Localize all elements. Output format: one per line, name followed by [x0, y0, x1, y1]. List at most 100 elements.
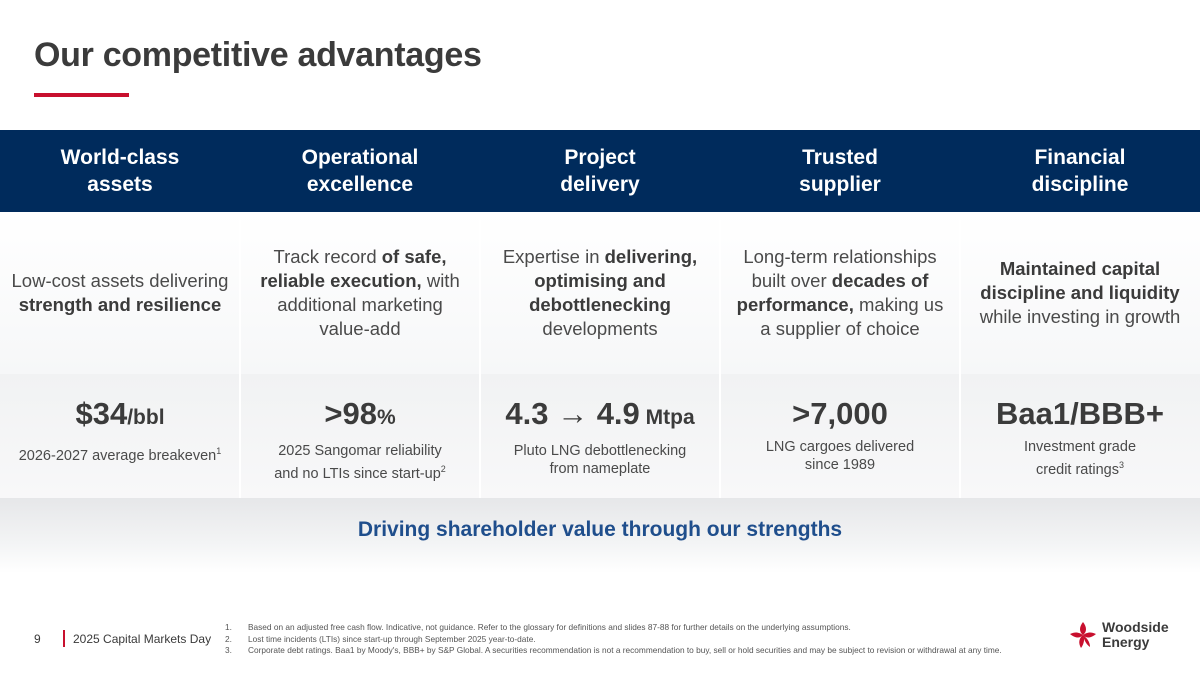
heading-line: Financial — [1034, 146, 1126, 169]
footnote-ref: 3 — [1119, 460, 1125, 470]
caption-line: credit ratings3 — [960, 456, 1200, 479]
column-metric: >98% 2025 Sangomar reliability and no LTIs… — [240, 374, 480, 498]
metric-value: >98% — [240, 396, 480, 436]
caption-line: 2026-2027 average breakeven1 — [0, 442, 240, 465]
caption-line: 2025 Sangomar reliability — [240, 442, 480, 460]
column-separator — [959, 212, 961, 498]
column-separator — [479, 212, 481, 498]
caption-text: Investment grade — [1023, 439, 1137, 455]
footnote-item: 2. Lost time incidents (LTIs) since start… — [225, 634, 1002, 646]
caption-text: since 1989 — [804, 457, 876, 473]
metric-caption: 2026-2027 average breakeven1 — [0, 442, 240, 465]
metric-number: Baa1/BBB+ — [996, 396, 1164, 431]
caption-line: from nameplate — [480, 460, 720, 478]
description-text: developments — [542, 318, 658, 339]
footnote-number: 3. — [225, 645, 232, 655]
metric-number: 4.3 → 4.9 — [505, 396, 640, 431]
description-text: while investing in growth — [979, 306, 1181, 327]
column-metric: >7,000 LNG cargoes delivered since 1989 — [720, 374, 960, 498]
description-text: Track record — [273, 246, 382, 267]
page-number: 9 — [34, 632, 41, 646]
description-emphasis: delivering, optimising and debottlenecki… — [529, 246, 698, 315]
advantage-column: Operational excellence Track record of saf… — [240, 130, 480, 498]
column-separator — [719, 212, 721, 498]
advantage-column: Financial discipline Maintained capital di… — [960, 130, 1200, 498]
description-emphasis: decades of performance, — [736, 270, 929, 315]
metric-value: $34/bbl — [0, 396, 240, 436]
advantage-column: Trusted supplier Long-term relationships b… — [720, 130, 960, 498]
summary-banner-text: Driving shareholder value through our st… — [357, 518, 843, 541]
heading-line: delivery — [560, 173, 640, 196]
company-logo: Woodside Energy — [1068, 620, 1169, 650]
caption-text: LNG cargoes delivered — [765, 439, 915, 455]
footer-divider — [63, 630, 65, 647]
metric-unit: /bbl — [127, 406, 165, 429]
caption-text: 2025 Sangomar reliability — [278, 443, 442, 459]
summary-banner — [0, 498, 1200, 573]
description-emphasis: Maintained capital discipline and liquid… — [980, 258, 1180, 303]
caption-text: from nameplate — [549, 461, 651, 477]
description-text: Expertise in — [502, 246, 605, 267]
column-description: Maintained capital discipline and liquid… — [960, 212, 1200, 374]
footnotes: 1. Based on an adjusted free cash flow. I… — [225, 622, 1002, 657]
column-heading: Project delivery — [480, 130, 720, 223]
heading-line: excellence — [306, 173, 414, 196]
column-metric: 4.3 → 4.9 Mtpa Pluto LNG debottlenecking f… — [480, 374, 720, 498]
metric-number: $34 — [75, 396, 128, 431]
footnote-text: Lost time incidents (LTIs) since start-u… — [248, 633, 536, 644]
column-heading: Trusted supplier — [720, 130, 960, 223]
heading-line: assets — [87, 173, 153, 196]
footnote-item: 1. Based on an adjusted free cash flow. I… — [225, 622, 1002, 634]
heading-line: supplier — [799, 173, 881, 196]
caption-line: and no LTIs since start-up2 — [240, 460, 480, 483]
caption-line: Pluto LNG debottlenecking — [480, 442, 720, 460]
logo-line-2: Energy — [1102, 634, 1150, 650]
column-description: Low-cost assets delivering strength and … — [0, 212, 240, 374]
metric-unit: % — [376, 406, 396, 429]
metric-value: >7,000 — [720, 396, 960, 432]
heading-line: Project — [564, 146, 636, 169]
column-heading: World-class assets — [0, 130, 240, 223]
metric-caption: LNG cargoes delivered since 1989 — [720, 438, 960, 474]
metric-number: >7,000 — [792, 396, 888, 431]
caption-text: credit ratings — [1035, 461, 1119, 478]
heading-line: World-class — [60, 146, 180, 169]
logo-line-1: Woodside — [1102, 619, 1169, 635]
column-separator — [239, 212, 241, 498]
footnote-number: 1. — [225, 622, 232, 632]
header-band — [0, 130, 1200, 212]
event-name: 2025 Capital Markets Day — [73, 632, 212, 646]
caption-line: LNG cargoes delivered — [720, 438, 960, 456]
caption-text: Pluto LNG debottlenecking — [513, 443, 687, 459]
heading-line: Trusted — [802, 146, 878, 169]
column-description: Long-term relationships built over decad… — [720, 212, 960, 374]
description-text: Low-cost assets delivering — [11, 270, 229, 291]
woodside-flower-icon — [1070, 622, 1096, 648]
footnote-ref: 1 — [216, 446, 222, 456]
caption-line: since 1989 — [720, 456, 960, 474]
footnote-item: 3. Corporate debt ratings. Baa1 by Moody'… — [225, 645, 1002, 657]
description-text: with additional marketing value-add — [277, 270, 460, 339]
footnote-text: Based on an adjusted free cash flow. Ind… — [248, 622, 851, 632]
column-description: Expertise in delivering, optimising and … — [480, 212, 720, 374]
footnote-ref: 2 — [440, 464, 446, 474]
column-heading: Financial discipline — [960, 130, 1200, 223]
description-text: Long-term relationships built over — [743, 246, 937, 291]
description-text: making us a supplier of choice — [760, 294, 944, 339]
metric-number: >98 — [324, 396, 377, 431]
footnote-number: 2. — [225, 633, 232, 644]
page-title: Our competitive advantages — [34, 36, 482, 74]
column-metric: $34/bbl 2026-2027 average breakeven1 — [0, 374, 240, 498]
footnote-text: Corporate debt ratings. Baa1 by Moody's,… — [248, 645, 1002, 655]
description-emphasis: strength and resilience — [18, 294, 222, 315]
heading-line: Operational — [301, 146, 419, 169]
metric-value: Baa1/BBB+ — [960, 396, 1200, 432]
metric-caption: Pluto LNG debottlenecking from nameplate — [480, 442, 720, 478]
description-emphasis: of safe, reliable execution, — [260, 246, 447, 291]
heading-line: discipline — [1031, 173, 1129, 196]
column-heading: Operational excellence — [240, 130, 480, 223]
metric-unit: Mtpa — [639, 406, 695, 429]
advantage-column: World-class assets Low-cost assets deliver… — [0, 130, 240, 498]
column-metric: Baa1/BBB+ Investment grade credit ratings3 — [960, 374, 1200, 498]
metric-caption: Investment grade credit ratings3 — [960, 438, 1200, 479]
